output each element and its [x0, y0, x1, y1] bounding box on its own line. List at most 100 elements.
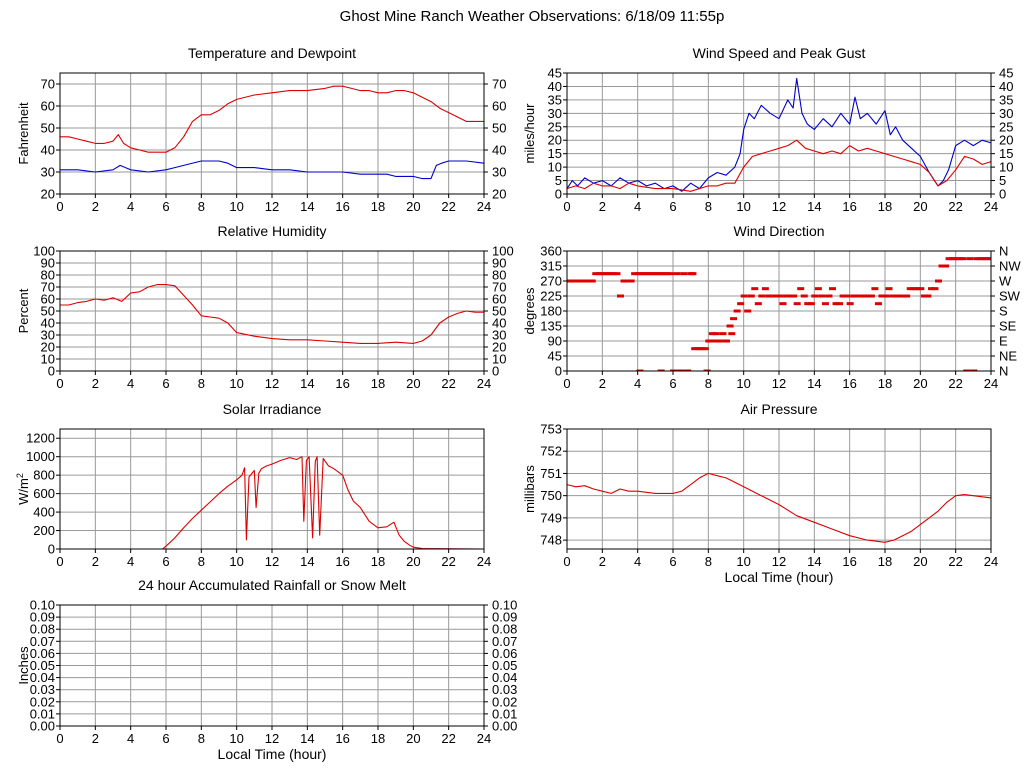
- wind-direction-point: [638, 272, 646, 276]
- rainfall-right-label: 0.01: [492, 706, 517, 721]
- wind-direction-point: [730, 317, 738, 321]
- wind-direction-point: [804, 302, 812, 306]
- humidity-ytick-label: 0: [48, 364, 55, 379]
- wind-speed-xtick-label: 12: [772, 199, 786, 214]
- wind-speed-xtick-label: 16: [842, 199, 856, 214]
- wind-direction-ytick-label: 180: [540, 304, 562, 319]
- wind-direction-point: [588, 279, 596, 283]
- wind-direction-point: [652, 272, 660, 276]
- rainfall-xtick-label: 18: [371, 731, 385, 746]
- temperature-xtick-label: 0: [56, 199, 63, 214]
- temperature-ytick-label: 30: [41, 165, 55, 180]
- pressure-xtick-label: 12: [772, 554, 786, 569]
- humidity-xtick-label: 10: [229, 376, 243, 391]
- temperature-right-label: 60: [492, 99, 506, 114]
- wind-direction-point: [942, 264, 950, 268]
- wind-direction-point: [694, 347, 702, 351]
- pressure-ytick-label: 748: [540, 533, 562, 548]
- wind-direction-point: [585, 279, 593, 283]
- wind-direction-right-label: E: [999, 334, 1008, 349]
- temperature-xtick-label: 18: [371, 199, 385, 214]
- pressure-xtick-label: 10: [736, 554, 750, 569]
- rainfall-ytick-label: 0.00: [30, 719, 55, 734]
- wind-direction-point: [715, 339, 723, 343]
- wind-speed-right-label: 0: [999, 187, 1006, 202]
- rainfall-xtick-label: 24: [477, 731, 491, 746]
- wind-direction-point: [843, 294, 851, 298]
- pressure-xtick-label: 0: [563, 554, 570, 569]
- wind-direction-point: [627, 279, 635, 283]
- rainfall-right-label: 0.03: [492, 682, 517, 697]
- solar-ytick-label: 800: [33, 468, 55, 483]
- wind-direction-point: [917, 287, 925, 291]
- humidity-right-label: 50: [492, 304, 506, 319]
- solar-xtick-label: 2: [92, 554, 99, 569]
- wind-direction-point: [609, 272, 617, 276]
- temperature-xtick-label: 12: [265, 199, 279, 214]
- pressure-series-air-pressure: [567, 472, 991, 543]
- wind-direction-point: [867, 294, 875, 298]
- wind-speed-xtick-label: 20: [913, 199, 927, 214]
- wind-direction-point: [567, 279, 575, 283]
- wind-direction-point: [592, 272, 600, 276]
- humidity-xtick-label: 18: [371, 376, 385, 391]
- wind-direction-point: [680, 272, 688, 276]
- solar-xtick-label: 12: [265, 554, 279, 569]
- rainfall-xtick-label: 10: [229, 731, 243, 746]
- wind-direction-point: [864, 294, 872, 298]
- wind-speed-xtick-label: 22: [948, 199, 962, 214]
- wind-speed-xtick-label: 4: [634, 199, 641, 214]
- humidity-right-label: 60: [492, 292, 506, 307]
- wind-direction-ytick-label: 45: [548, 349, 562, 364]
- rainfall-right-label: 0.00: [492, 719, 517, 734]
- wind-direction-right-label: SW: [999, 289, 1021, 304]
- wind-speed-xtick-label: 0: [563, 199, 570, 214]
- wind-speed-xtick-label: 18: [878, 199, 892, 214]
- humidity-ytick-label: 30: [41, 328, 55, 343]
- wind-direction-point: [581, 279, 589, 283]
- temperature-right-label: 30: [492, 165, 506, 180]
- solar-title: Solar Irradiance: [223, 401, 322, 417]
- wind-direction-right-label: NW: [999, 259, 1021, 274]
- temperature-right-label: 50: [492, 121, 506, 136]
- rainfall-ytick-label: 0.09: [30, 610, 55, 625]
- wind-direction-point: [708, 332, 716, 336]
- wind-direction-point: [853, 294, 861, 298]
- humidity-ytick-label: 50: [41, 304, 55, 319]
- rainfall-ytick-label: 0.08: [30, 622, 55, 637]
- temperature-series-dewpoint: [60, 160, 484, 180]
- wind-speed-right-label: 20: [999, 133, 1013, 148]
- wind-speed-right-label: 30: [999, 106, 1013, 121]
- wind-speed-right-label: 10: [999, 160, 1013, 175]
- solar-xtick-label: 16: [335, 554, 349, 569]
- solar-ytick-label: 200: [33, 523, 55, 538]
- solar-xtick-label: 20: [406, 554, 420, 569]
- temperature-xtick-label: 20: [406, 199, 420, 214]
- wind-direction-xtick-label: 10: [736, 376, 750, 391]
- wind-direction-point: [657, 369, 665, 371]
- page-title: Ghost Mine Ranch Weather Observations: 6…: [339, 8, 725, 25]
- temperature-xtick-label: 24: [477, 199, 491, 214]
- wind-direction-point: [726, 324, 734, 328]
- wind-direction-point: [885, 287, 893, 291]
- rainfall-right-label: 0.08: [492, 622, 517, 637]
- rainfall-right-label: 0.02: [492, 694, 517, 709]
- wind-speed-ytick-label: 0: [555, 187, 562, 202]
- pressure-xtick-label: 22: [948, 554, 962, 569]
- pressure-ylabel: millibars: [522, 465, 537, 513]
- humidity-ytick-label: 10: [41, 352, 55, 367]
- wind-direction-point: [938, 264, 946, 268]
- pressure-xtick-label: 4: [634, 554, 641, 569]
- rainfall-xtick-label: 14: [300, 731, 314, 746]
- wind-direction-point: [701, 347, 709, 351]
- humidity-xtick-label: 24: [477, 376, 491, 391]
- pressure-ytick-label: 753: [540, 422, 562, 437]
- wind-direction-point: [829, 287, 836, 291]
- wind-direction-point: [984, 257, 991, 261]
- wind-direction-point: [786, 294, 794, 298]
- wind-direction-xtick-label: 18: [878, 376, 892, 391]
- wind-direction-right-label: W: [999, 274, 1012, 289]
- wind-direction-point: [963, 369, 971, 371]
- wind-direction-point: [645, 272, 653, 276]
